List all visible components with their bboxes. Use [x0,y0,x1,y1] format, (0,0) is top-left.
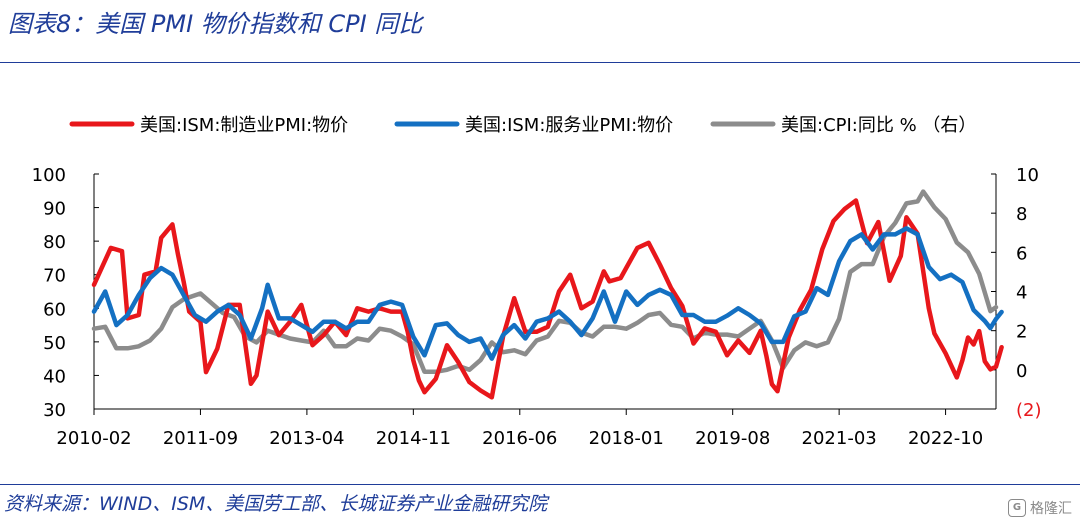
left-tick-label: 40 [43,366,66,387]
watermark-logo-icon: G [1008,499,1026,517]
source-rule [0,484,1080,485]
services-price-line [91,226,1004,361]
axes: 30 40 50 60 70 80 90 100 (2) 0 2 4 6 8 10 2010-02 2011-0… [32,165,1042,449]
legend-label: 美国:ISM:服务业PMI:物价 [465,115,673,136]
x-tick-label: 2019-08 [695,428,770,449]
x-tick-label: 2013-04 [269,428,344,449]
left-tick-label: 60 [43,299,66,320]
right-tick-label: 6 [1016,243,1027,264]
x-tick-label: 2010-02 [56,428,131,449]
title-rule [0,62,1080,63]
legend-label: 美国:ISM:制造业PMI:物价 [140,115,348,136]
x-tick-label: 2022-10 [908,428,983,449]
left-tick-label: 80 [43,232,66,253]
right-tick-label: 0 [1016,361,1027,382]
left-tick-label: 50 [43,333,66,354]
legend-label: 美国:CPI:同比 % （右） [781,115,976,136]
pmi-cpi-chart: 美国:ISM:制造业PMI:物价 美国:ISM:服务业PMI:物价 美国:CPI:同… [32,115,1042,449]
figure-title: 图表8：美国 PMI 物价指数和 CPI 同比 [8,10,423,38]
right-tick-label: 8 [1016,204,1027,225]
watermark: G 格隆汇 [1008,498,1072,518]
x-tick-label: 2021-03 [802,428,877,449]
x-tick-label: 2016-06 [482,428,557,449]
manufacturing-price-line [91,198,1004,400]
source-note: 资料来源：WIND、ISM、美国劳工部、长城证券产业金融研究院 [4,493,548,515]
right-tick-label: (2) [1016,400,1042,421]
legend: 美国:ISM:制造业PMI:物价 美国:ISM:服务业PMI:物价 美国:CPI:同… [69,115,976,136]
right-tick-label: 10 [1016,165,1039,186]
watermark-text: 格隆汇 [1030,501,1072,517]
right-tick-label: 2 [1016,322,1027,343]
right-tick-label: 4 [1016,283,1027,304]
series-layer [91,189,1004,400]
left-tick-label: 30 [43,400,66,421]
x-tick-label: 2014-11 [376,428,451,449]
left-tick-label: 100 [32,165,66,186]
left-tick-label: 70 [43,266,66,287]
left-tick-label: 90 [43,199,66,220]
x-tick-label: 2011-09 [163,428,238,449]
x-tick-label: 2018-01 [589,428,664,449]
